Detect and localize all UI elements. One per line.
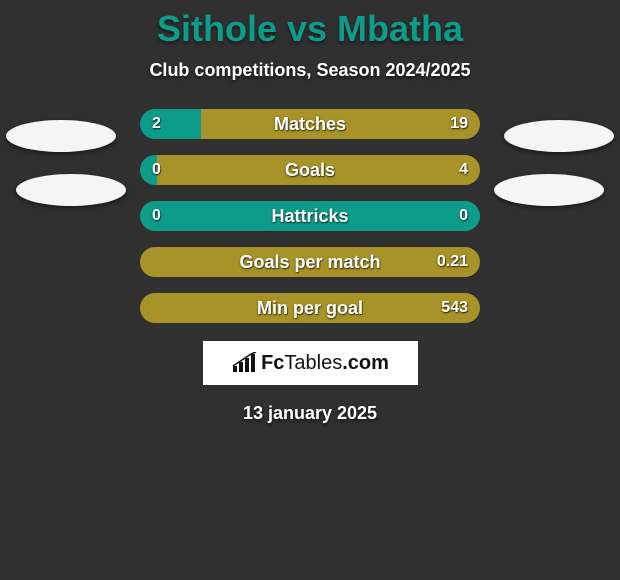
stat-bar-right [140,293,480,323]
branding-bold: Fc [261,352,284,374]
stat-bar-right [201,109,480,139]
stat-bar-left [140,109,201,139]
stat-value-right: 4 [459,155,468,185]
branding-suffix: .com [342,352,389,374]
chart-icon [231,352,257,374]
stat-bar [140,247,480,277]
stat-row: 219Matches [0,109,620,139]
stat-bar [140,109,480,139]
stat-bar [140,201,480,231]
stat-row: 0.21Goals per match [0,247,620,277]
stat-bar [140,293,480,323]
branding-badge: FcTables.com [203,341,418,385]
stat-value-left: 0 [152,201,161,231]
stat-bar-right [140,247,480,277]
footer-date: 13 january 2025 [0,403,620,424]
stat-value-left: 0 [152,155,161,185]
page-title: Sithole vs Mbatha [0,0,620,50]
stat-value-left: 2 [152,109,161,139]
stat-bar-right [157,155,480,185]
stat-row: 00Hattricks [0,201,620,231]
stat-value-right: 543 [441,293,468,323]
stat-row: 543Min per goal [0,293,620,323]
stat-value-right: 19 [450,109,468,139]
subtitle: Club competitions, Season 2024/2025 [0,60,620,81]
branding-light: Tables [284,352,342,374]
branding-text: FcTables.com [261,352,389,375]
stat-value-right: 0.21 [437,247,468,277]
stat-bar [140,155,480,185]
stat-bar-left [140,201,480,231]
stat-value-right: 0 [459,201,468,231]
stat-row: 04Goals [0,155,620,185]
